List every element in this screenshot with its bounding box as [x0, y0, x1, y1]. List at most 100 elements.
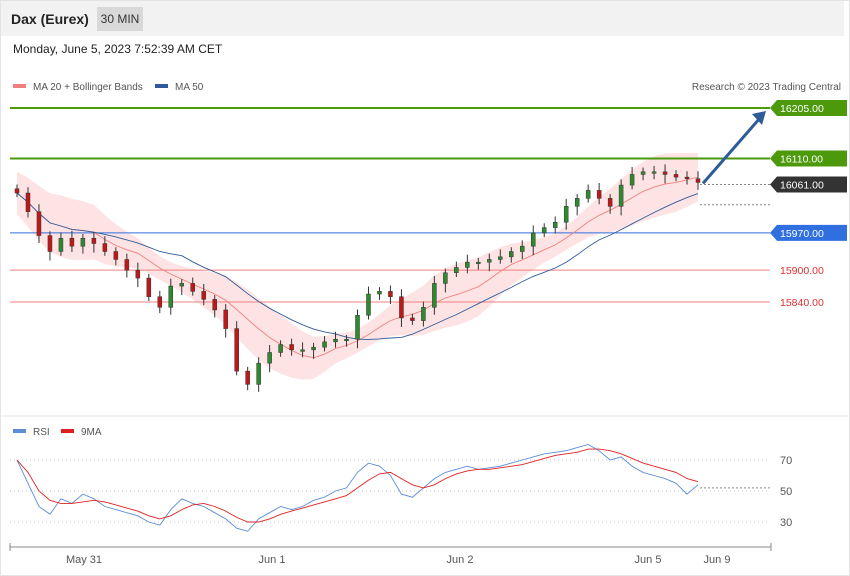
- level-tag-3: [770, 224, 847, 241]
- level-tag-0: [770, 100, 847, 116]
- candle-bull: [574, 198, 580, 207]
- candle-bull: [465, 261, 470, 268]
- x-tick-label-4: Jun 9: [704, 554, 731, 566]
- candle-bear: [25, 192, 31, 212]
- level-label-3: 15970.00: [780, 228, 824, 240]
- candle-bear: [190, 283, 195, 292]
- candle-bull: [520, 245, 525, 252]
- candle-bull: [333, 338, 338, 343]
- rsi-series-rsi: [16, 444, 699, 532]
- level-tag-1: [770, 150, 847, 167]
- candle-bear: [245, 370, 250, 385]
- candle-bull: [300, 349, 305, 352]
- candle-bull: [498, 256, 503, 260]
- rsi-legend-swatch-1: [61, 429, 74, 433]
- candle-bear: [14, 188, 20, 194]
- projection-arrowhead: [752, 111, 766, 125]
- x-tick-label-0: May 31: [66, 554, 102, 566]
- candle-bear: [36, 211, 42, 236]
- candle-bear: [695, 178, 701, 183]
- candle-bull: [651, 171, 657, 174]
- candle-bear: [388, 291, 393, 297]
- candle-bull: [366, 293, 371, 316]
- candle-bull: [377, 291, 382, 295]
- level-tag-2: [770, 176, 847, 193]
- rsi-tick-0: 70: [780, 455, 792, 467]
- level-label-1: 16110.00: [780, 153, 823, 165]
- candle-bull: [618, 184, 624, 207]
- candle-bear: [91, 237, 97, 244]
- x-tick-label-1: Jun 1: [259, 554, 286, 566]
- level-label-4: 15900.00: [780, 265, 824, 277]
- candle-bull: [454, 267, 459, 274]
- candle-bear: [410, 317, 415, 321]
- candle-bull: [179, 283, 185, 287]
- candle-bear: [47, 235, 53, 252]
- candle-bear: [157, 296, 163, 308]
- rsi-tick-2: 30: [780, 517, 792, 529]
- candle-bull: [267, 352, 272, 364]
- chart-header: Dax (Eurex) 30 MIN: [1, 1, 844, 36]
- candle-bull: [629, 174, 635, 186]
- candle-bull: [509, 251, 514, 258]
- level-label-2: 16061.00: [780, 180, 824, 192]
- candle-bear: [673, 174, 679, 178]
- candle-bull: [541, 227, 547, 234]
- candle-bull: [58, 237, 64, 252]
- candle-bull: [168, 285, 174, 308]
- rsi-legend-label-1: 9MA: [81, 427, 102, 438]
- candle-bull: [355, 315, 360, 340]
- candle-bull: [311, 346, 316, 351]
- x-tick-label-2: Jun 2: [447, 554, 474, 566]
- candle-bear: [102, 243, 108, 252]
- candle-bull: [256, 362, 261, 385]
- candle-bull: [432, 283, 437, 308]
- candle-bull: [585, 190, 591, 199]
- candle-bear: [113, 251, 119, 260]
- candle-bear: [289, 344, 294, 351]
- candles: [14, 164, 701, 392]
- legend-swatch-1: [155, 84, 168, 88]
- candle-bull: [322, 341, 327, 348]
- timeframe-badge[interactable]: 30 MIN: [97, 7, 143, 31]
- level-label-0: 16205.00: [780, 103, 824, 115]
- candle-bear: [662, 171, 668, 175]
- candle-bull: [530, 232, 536, 247]
- legend-label-0: MA 20 + Bollinger Bands: [33, 82, 143, 93]
- rsi-legend-swatch-0: [13, 429, 26, 433]
- candle-bull: [476, 261, 481, 264]
- legend-swatch-0: [13, 84, 26, 88]
- candle-bull: [487, 259, 492, 263]
- candle-bear: [684, 176, 690, 179]
- candle-bear: [124, 259, 130, 271]
- candle-bear: [135, 269, 141, 279]
- candle-bear: [146, 277, 152, 297]
- candle-bear: [399, 296, 404, 319]
- candle-bull: [344, 338, 349, 341]
- candle-bull: [640, 171, 646, 175]
- candle-bear: [201, 291, 206, 300]
- timestamp: Monday, June 5, 2023 7:52:39 AM CET: [13, 42, 223, 56]
- instrument-title: Dax (Eurex): [11, 11, 89, 27]
- candle-bull: [421, 307, 426, 321]
- candle-bull: [443, 272, 448, 284]
- copyright-text: Research © 2023 Trading Central: [692, 82, 841, 93]
- candle-bull: [563, 206, 569, 223]
- candle-bull: [80, 237, 86, 247]
- projection-arrow: [701, 117, 762, 185]
- candle-bear: [223, 309, 228, 329]
- level-label-5: 15840.00: [780, 297, 824, 309]
- candle-bull: [278, 344, 283, 353]
- candle-bear: [212, 299, 217, 311]
- candle-bear: [69, 237, 75, 247]
- candle-bear: [596, 190, 602, 199]
- rsi-tick-1: 50: [780, 486, 792, 498]
- candle-bear: [234, 328, 239, 372]
- rsi-legend-label-0: RSI: [33, 427, 50, 438]
- legend-label-1: MA 50: [175, 82, 204, 93]
- x-tick-label-3: Jun 5: [635, 554, 662, 566]
- candle-bull: [552, 222, 558, 228]
- rsi-series-9ma: [16, 448, 699, 523]
- candle-bear: [607, 198, 613, 207]
